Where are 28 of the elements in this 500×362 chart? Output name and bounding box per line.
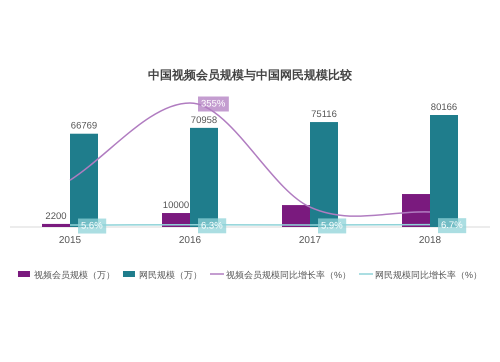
legend-label: 网民规模同比增长率（%） [375, 270, 482, 280]
bar [42, 224, 70, 227]
data-label: 6.3% [201, 220, 224, 232]
bar [282, 205, 310, 227]
data-label: 70958 [190, 114, 218, 126]
data-label: 355% [201, 98, 226, 110]
label: 5.9% [318, 218, 346, 234]
x-tick-label: 2017 [298, 235, 322, 246]
data-label: 10000 [162, 200, 190, 212]
data-label: 75116 [311, 109, 337, 120]
data-label: 5.9% [321, 220, 344, 232]
data-label: 80166 [430, 102, 458, 113]
data-label: 66769 [70, 120, 98, 132]
x-tick-label: 2018 [418, 235, 442, 246]
x-tick-label: 2015 [58, 235, 82, 246]
chart-title: 中国视频会员规模与中国网民规模比较 [148, 68, 353, 82]
legend-label: 网民规模（万） [138, 270, 202, 280]
bar [402, 194, 430, 227]
x-tick-label: 2016 [178, 235, 202, 246]
legend-label: 视频会员规模（万） [34, 270, 115, 280]
label: 5.6% [78, 218, 106, 234]
data-label: 2200 [45, 210, 67, 222]
data-label: 6.7% [441, 220, 464, 232]
label: 355% [198, 96, 229, 112]
legend-label: 视频会员规模同比增长率（%） [226, 270, 351, 280]
data-label: 5.6% [81, 220, 104, 232]
label: 6.7% [438, 218, 466, 234]
label: 6.3% [198, 218, 226, 234]
